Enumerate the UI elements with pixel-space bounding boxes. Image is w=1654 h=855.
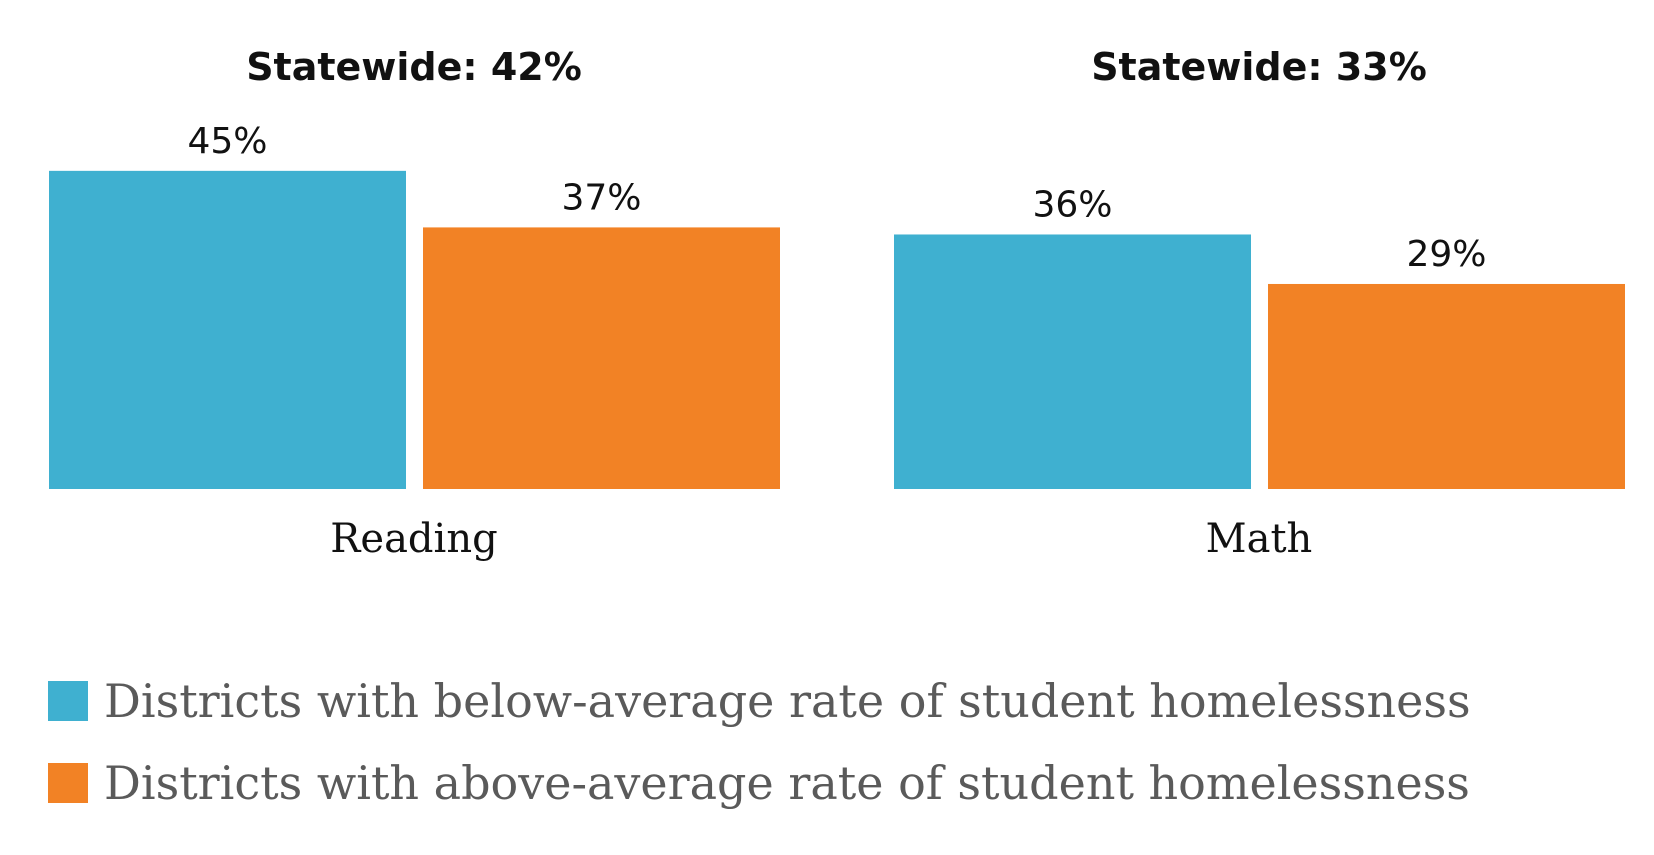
legend-item-below-average: Districts with below-average rate of stu… bbox=[48, 660, 1471, 742]
bar-math-below-average bbox=[894, 234, 1251, 489]
group-title-math: Statewide: 33% bbox=[1091, 45, 1427, 89]
bar-chart: Statewide: 42% Statewide: 33% 45% 36% 37% 2… bbox=[49, 45, 1625, 562]
legend-item-above-average: Districts with above-average rate of stu… bbox=[48, 742, 1471, 824]
bar-reading-below-average bbox=[49, 170, 406, 489]
group-title-reading: Statewide: 42% bbox=[246, 45, 582, 89]
legend-swatch-above-average bbox=[48, 763, 88, 803]
data-label-math-below-average: 36% bbox=[1032, 184, 1112, 225]
category-label-reading: Reading bbox=[330, 516, 497, 562]
legend-label-above-average: Districts with above-average rate of stu… bbox=[104, 756, 1470, 810]
bar-reading-above-average bbox=[423, 227, 780, 489]
data-label-reading-below-average: 45% bbox=[187, 121, 267, 162]
legend-label-below-average: Districts with below-average rate of stu… bbox=[104, 674, 1471, 728]
data-label-reading-above-average: 37% bbox=[561, 177, 641, 218]
legend: Districts with below-average rate of stu… bbox=[48, 660, 1471, 824]
category-label-math: Math bbox=[1206, 516, 1313, 562]
data-label-math-above-average: 29% bbox=[1406, 234, 1486, 275]
legend-swatch-below-average bbox=[48, 681, 88, 721]
bar-math-above-average bbox=[1268, 283, 1625, 489]
